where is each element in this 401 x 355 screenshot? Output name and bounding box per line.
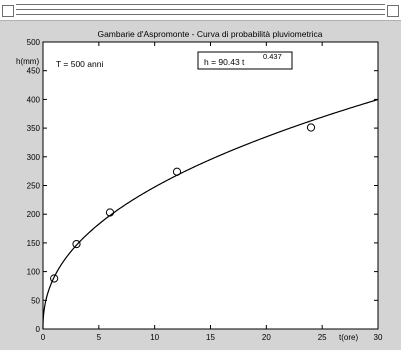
y-tick-label: 100 bbox=[27, 268, 41, 277]
chart-title: Gambarie d'Aspromonte - Curva di probabi… bbox=[97, 29, 322, 39]
y-axis-label: h(mm) bbox=[16, 57, 39, 66]
x-tick-label: 20 bbox=[262, 333, 271, 342]
data-point bbox=[172, 167, 182, 176]
x-tick-label: 0 bbox=[41, 333, 46, 342]
x-tick-label: 25 bbox=[318, 333, 327, 342]
return-period-label: T = 500 anni bbox=[56, 59, 103, 69]
y-tick-label: 200 bbox=[27, 210, 41, 219]
y-tick-label: 0 bbox=[36, 325, 41, 334]
x-axis: 0 5 10 15 20 25 30 bbox=[41, 42, 383, 342]
data-point bbox=[72, 239, 81, 249]
titlebar-line bbox=[16, 14, 385, 15]
y-tick-label: 250 bbox=[27, 182, 41, 191]
x-tick-label: 10 bbox=[150, 333, 159, 342]
equation-box bbox=[197, 51, 293, 70]
y-tick-label: 400 bbox=[27, 95, 41, 104]
equation-exponent: 0.437 bbox=[263, 52, 282, 61]
chart: Gambarie d'Aspromonte - Curva di probabi… bbox=[16, 29, 383, 342]
titlebar-line bbox=[16, 9, 385, 10]
plot-area bbox=[42, 41, 379, 330]
data-points bbox=[50, 123, 316, 283]
window-menu-icon[interactable] bbox=[2, 5, 14, 17]
window-titlebar bbox=[0, 0, 401, 20]
figure-window: Gambarie d'Aspromonte - Curva di probabi… bbox=[0, 20, 401, 350]
x-tick-label: 30 bbox=[374, 333, 383, 342]
y-tick-label: 450 bbox=[27, 67, 41, 76]
fit-curve bbox=[42, 98, 379, 329]
x-tick-label: 15 bbox=[206, 333, 215, 342]
window-close-icon[interactable] bbox=[387, 5, 399, 17]
data-point bbox=[306, 123, 316, 132]
data-point bbox=[50, 274, 59, 283]
y-tick-label: 150 bbox=[27, 239, 41, 248]
x-tick-label: 5 bbox=[97, 333, 102, 342]
y-tick-label: 300 bbox=[27, 153, 41, 162]
y-tick-label: 500 bbox=[27, 38, 41, 47]
equation-text: h = 90.43 t bbox=[204, 57, 245, 67]
y-axis: 0 50 100 150 200 250 300 350 400 450 500 bbox=[27, 38, 378, 334]
y-tick-label: 50 bbox=[31, 296, 40, 305]
titlebar-line bbox=[16, 4, 385, 5]
x-axis-label: t(ore) bbox=[339, 333, 358, 342]
y-tick-label: 350 bbox=[27, 124, 41, 133]
data-point bbox=[105, 208, 115, 217]
